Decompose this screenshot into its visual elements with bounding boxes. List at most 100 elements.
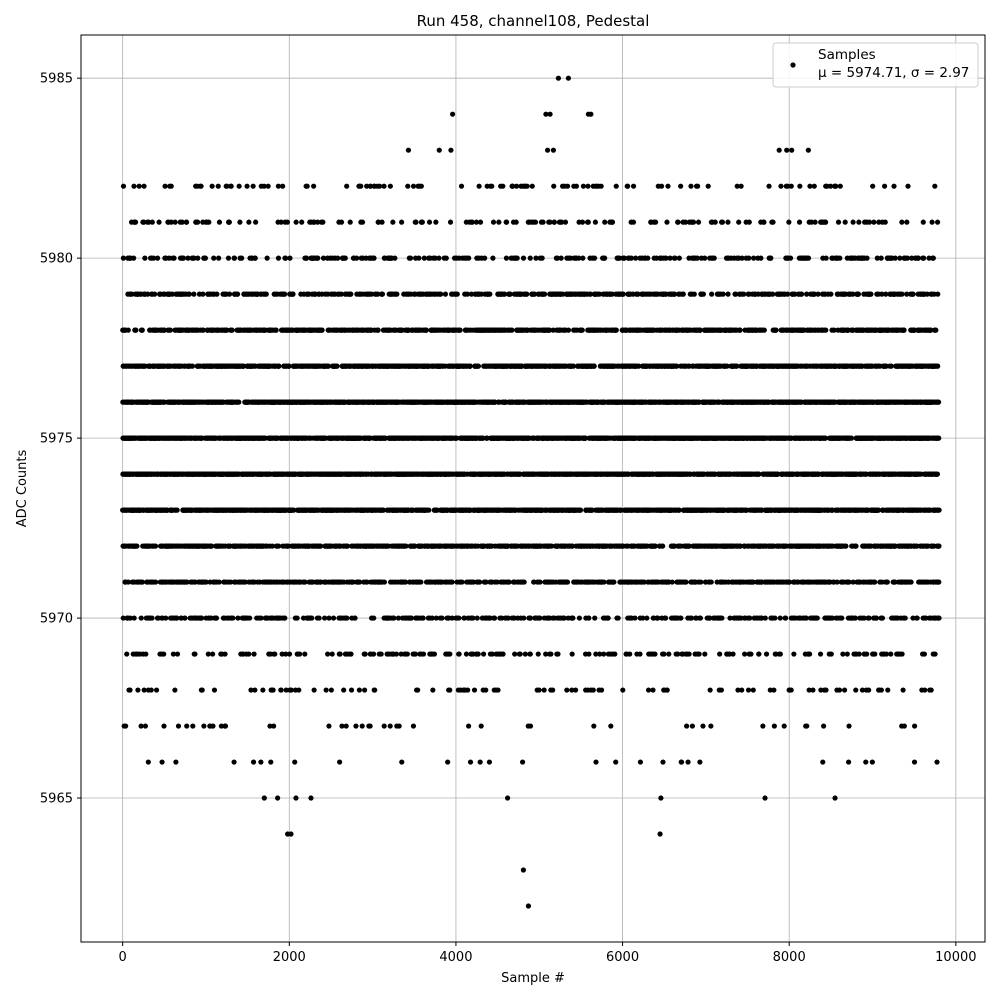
data-point	[250, 183, 256, 189]
data-point	[167, 327, 173, 333]
data-point	[456, 615, 462, 621]
data-point	[250, 759, 257, 765]
data-point	[290, 291, 296, 297]
data-point	[426, 219, 433, 225]
data-point	[174, 507, 180, 513]
data-point	[279, 651, 285, 657]
data-point	[522, 651, 528, 657]
data-point	[299, 219, 305, 225]
data-point	[224, 327, 230, 333]
data-point	[347, 219, 353, 225]
data-point	[356, 687, 362, 693]
data-point	[430, 687, 436, 693]
data-point	[326, 723, 332, 729]
data-point	[476, 183, 482, 189]
data-point	[326, 615, 332, 621]
data-point	[396, 723, 402, 729]
data-point	[222, 723, 229, 729]
data-point	[517, 651, 523, 657]
data-point	[210, 723, 216, 729]
data-point	[334, 363, 340, 369]
data-point	[169, 291, 175, 297]
data-point	[236, 399, 242, 405]
data-point	[294, 615, 300, 621]
data-point	[159, 759, 165, 765]
data-point	[152, 543, 159, 549]
data-point	[419, 219, 425, 225]
data-point	[281, 291, 288, 297]
data-point	[209, 183, 215, 189]
data-point	[354, 255, 360, 261]
data-point	[195, 255, 201, 261]
data-point	[252, 255, 258, 261]
data-point	[495, 687, 501, 693]
data-point	[138, 615, 144, 621]
data-point	[211, 255, 217, 261]
data-point	[418, 579, 424, 585]
data-point	[171, 255, 177, 261]
data-point	[131, 255, 137, 261]
data-point	[483, 687, 489, 693]
data-point	[273, 327, 279, 333]
data-point	[213, 615, 219, 621]
data-point	[145, 759, 151, 765]
data-point	[325, 651, 331, 657]
data-point	[443, 255, 449, 261]
data-point	[287, 255, 293, 261]
data-point	[304, 183, 310, 189]
data-point	[316, 615, 322, 621]
data-point	[226, 219, 232, 225]
data-point	[225, 255, 232, 261]
data-point	[129, 291, 135, 297]
data-point	[170, 651, 176, 657]
data-point	[372, 687, 378, 693]
data-point	[284, 219, 291, 225]
data-point	[172, 687, 178, 693]
data-point	[358, 183, 364, 189]
data-point	[367, 723, 373, 729]
data-point	[191, 255, 197, 261]
data-point	[410, 183, 417, 189]
data-point	[471, 687, 478, 693]
data-point	[237, 219, 243, 225]
data-point	[228, 579, 234, 585]
data-point	[315, 255, 321, 261]
data-point	[260, 687, 266, 693]
data-point	[342, 255, 348, 261]
data-point	[348, 687, 355, 693]
data-point	[309, 615, 315, 621]
data-point	[477, 219, 484, 225]
data-point	[127, 687, 133, 693]
data-point	[503, 255, 510, 261]
data-point	[520, 255, 527, 261]
data-point	[323, 687, 329, 693]
data-point	[475, 651, 481, 657]
data-point	[138, 723, 144, 729]
data-point	[387, 723, 393, 729]
data-point	[224, 183, 230, 189]
data-point	[466, 723, 472, 729]
data-point	[320, 219, 326, 225]
data-point	[269, 543, 275, 549]
data-point	[120, 615, 126, 621]
data-point	[174, 615, 180, 621]
data-point	[216, 579, 222, 585]
data-point	[394, 291, 400, 297]
data-point	[172, 219, 178, 225]
data-point	[407, 255, 414, 261]
data-point	[240, 363, 247, 369]
data-point	[297, 651, 303, 657]
data-point	[161, 651, 167, 657]
data-point	[337, 759, 343, 765]
data-point	[420, 615, 426, 621]
data-point	[268, 759, 274, 765]
data-point	[344, 615, 350, 621]
data-point	[393, 651, 400, 657]
data-point	[275, 255, 282, 261]
data-point	[166, 255, 172, 261]
data-point	[270, 687, 276, 693]
data-point	[218, 723, 224, 729]
data-point	[447, 219, 454, 225]
data-point	[344, 183, 350, 189]
